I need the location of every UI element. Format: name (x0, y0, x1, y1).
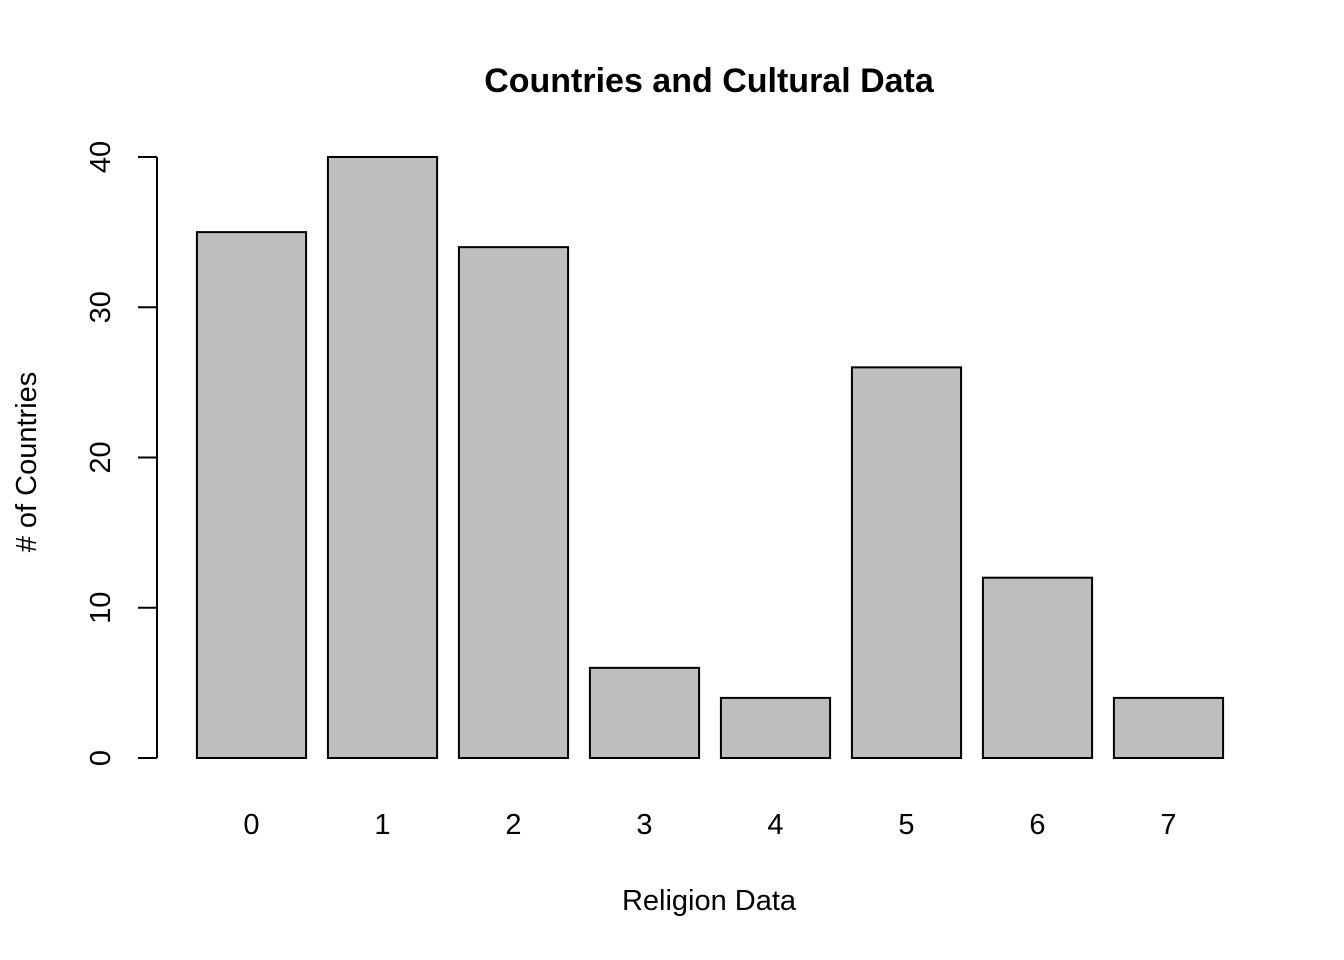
x-tick-label-3: 3 (636, 809, 652, 841)
x-tick-label-0: 0 (243, 809, 259, 841)
bar-7 (1112, 696, 1225, 760)
y-tick-label-10: 10 (85, 592, 117, 624)
bars-group (195, 156, 1225, 760)
bar-1 (326, 156, 439, 759)
y-tick-label-20: 20 (85, 441, 117, 473)
y-tick-label-40: 40 (85, 141, 117, 173)
bar-2 (457, 246, 570, 759)
bar-5 (850, 366, 963, 759)
y-tick-label-30: 30 (85, 291, 117, 323)
x-tick-label-6: 6 (1029, 809, 1045, 841)
x-tick-label-4: 4 (767, 809, 783, 841)
x-tick-label-5: 5 (898, 809, 914, 841)
bar-6 (981, 576, 1094, 760)
x-tick-label-1: 1 (374, 809, 390, 841)
chart-title: Countries and Cultural Data (484, 62, 935, 100)
y-axis-label: # of Countries (11, 372, 43, 553)
y-axis: 0 10 20 30 40 (85, 141, 158, 766)
bar-4 (719, 696, 832, 760)
bar-3 (588, 666, 701, 759)
y-tick-label-0: 0 (85, 750, 117, 766)
bar-0 (195, 231, 308, 759)
x-tick-labels: 0 1 2 3 4 5 6 7 (243, 809, 1176, 841)
x-tick-label-7: 7 (1160, 809, 1176, 841)
x-axis-label: Religion Data (622, 885, 797, 917)
x-tick-label-2: 2 (505, 809, 521, 841)
